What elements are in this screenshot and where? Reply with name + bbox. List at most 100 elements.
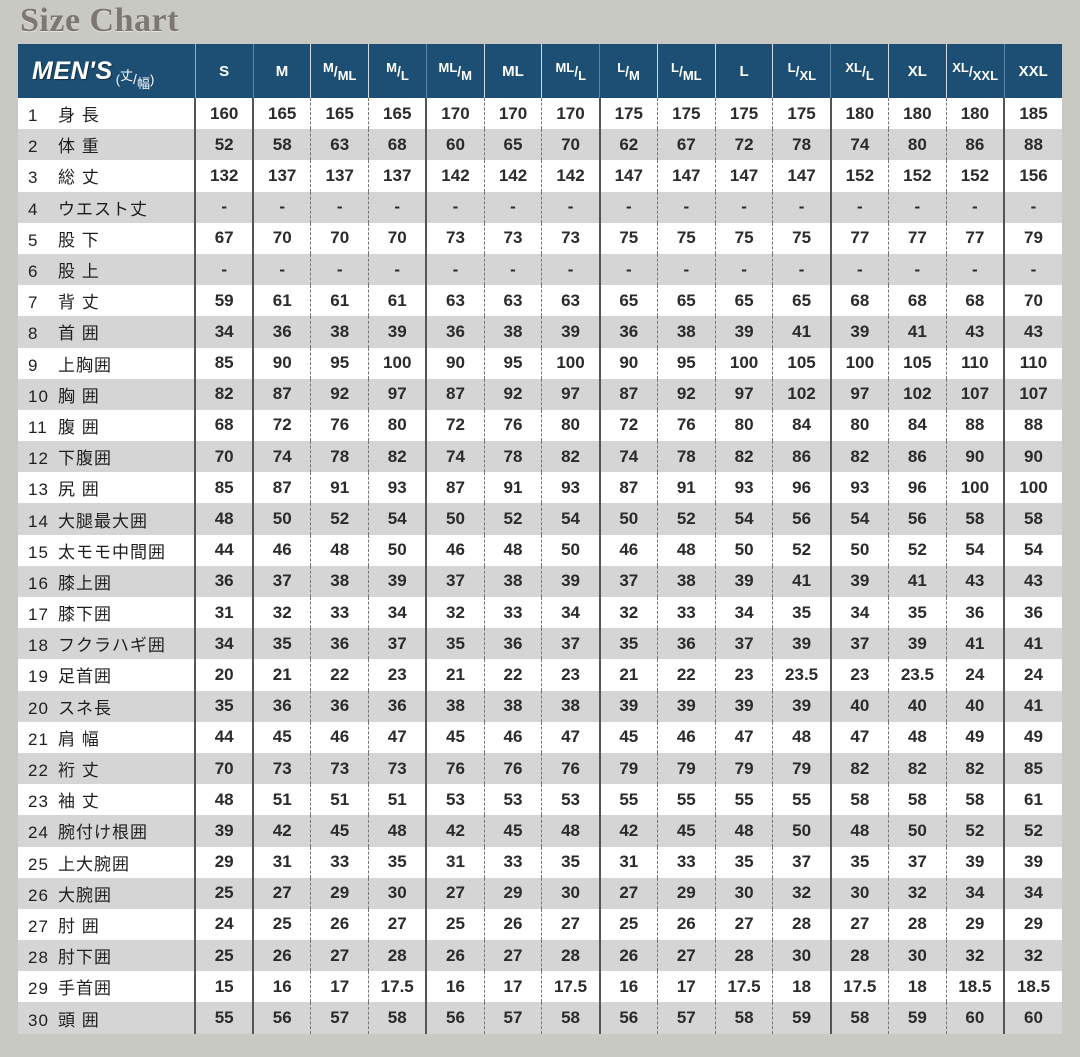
measurement-value: 48 [310,534,370,566]
measurement-value: 42 [426,815,485,847]
measurement-value: 53 [426,784,485,816]
measurement-value: 73 [541,222,601,254]
measurement-value: 63 [426,285,485,317]
measurement-value: 87 [426,378,485,410]
measurement-index: 6 [28,262,39,282]
header-size-xl-xxl: XL/XXL [946,44,1005,98]
measurement-value: - [599,253,658,286]
measurement-value: 100 [715,347,774,379]
measurement-name: ウエスト丈 [58,199,148,219]
measurement-value: 59 [772,1002,832,1034]
measurement-value: 52 [772,534,832,566]
measurement-value: 100 [541,347,601,379]
measurement-value: 80 [715,409,774,442]
measurement-name: 膝上囲 [58,573,112,593]
measurement-value: 52 [1004,815,1062,847]
measurement-value: 56 [253,1002,312,1034]
measurement-value: 78 [772,129,832,161]
table-row: 15 太モモ中間囲 44 46 48 50 46 48 50 46 48 50 52 50 52 54 54 [18,534,1062,566]
measurement-value: 65 [715,285,774,317]
measurement-name: 尻 囲 [58,480,100,500]
table-row: 21 肩 幅 44 45 46 47 45 46 47 45 46 47 48 47 48 49 49 [18,721,1062,753]
measurement-value: 82 [541,441,601,473]
measurement-value: 32 [946,940,1006,972]
header-size-m: M [253,44,312,98]
measurement-value: 75 [772,222,832,254]
measurement-value: 180 [888,98,947,130]
measurement-value: 24 [946,659,1006,691]
measurement-value: 58 [1004,503,1062,535]
measurement-index: 26 [28,885,49,905]
measurement-value: - [946,253,1006,286]
measurement-value: 34 [195,628,255,660]
table-header: MEN'S (丈/幅) S M M/ML M/L ML/M ML ML/L L/M L/ML L L/… [18,44,1062,98]
table-row: 25 上大腕囲 29 31 33 35 31 33 35 31 33 35 37 35 37 39 39 [18,846,1062,878]
measurement-value: 90 [946,441,1006,473]
measurement-value: 97 [715,378,774,410]
measurement-value: 72 [426,409,485,442]
measurement-value: 52 [484,503,543,535]
measurement-value: 47 [541,721,601,753]
measurement-value: 54 [541,503,601,535]
measurement-value: 39 [772,690,832,722]
measurement-value: 180 [946,98,1006,130]
measurement-name: 股 下 [58,230,100,250]
measurement-value: 28 [715,940,774,972]
measurement-value: 56 [888,503,947,535]
measurement-value: 36 [253,316,312,348]
measurement-value: 56 [599,1002,658,1034]
measurement-value: 68 [946,285,1006,317]
measurement-value: 33 [657,597,716,629]
measurement-value: 65 [772,285,832,317]
measurement-value: 39 [715,690,774,722]
table-row: 23 袖 丈 48 51 51 51 53 53 53 55 55 55 55 58 58 58 61 [18,784,1062,816]
measurement-value: 27 [599,877,658,909]
measurement-value: 32 [599,597,658,629]
measurement-value: 50 [253,503,312,535]
measurement-value: 17 [657,971,716,1003]
measurement-value: 170 [484,98,543,130]
table-row: 24 腕付け根囲 39 42 45 48 42 45 48 42 45 48 50 48 50 52 52 [18,815,1062,847]
measurement-label: 22 裄 丈 [18,752,197,785]
measurement-value: 37 [599,565,658,597]
measurement-value: 33 [484,597,543,629]
table-row: 11 腹 囲 68 72 76 80 72 76 80 72 76 80 84 80 84 88 88 [18,409,1062,442]
measurement-index: 7 [28,293,39,313]
measurement-value: 57 [310,1002,370,1034]
measurement-value: 90 [1004,441,1062,473]
measurement-value: 27 [484,940,543,972]
measurement-index: 28 [28,948,49,968]
size-numerator: M [386,59,397,75]
measurement-value: 77 [888,222,947,254]
measurement-value: 76 [484,752,543,785]
measurement-value: 87 [599,472,658,504]
measurement-name: 大腕囲 [58,885,112,905]
measurement-value: 48 [657,534,716,566]
table-row: 26 大腕囲 25 27 29 30 27 29 30 27 29 30 32 30 32 34 34 [18,877,1062,909]
measurement-value: 76 [426,752,485,785]
measurement-value: 23.5 [888,659,947,691]
measurement-value: 23 [715,659,774,691]
measurement-value: 100 [1004,472,1062,504]
measurement-value: 78 [657,441,716,473]
measurement-index: 19 [28,667,49,687]
measurement-value: 26 [657,908,716,941]
measurement-value: - [888,253,947,286]
measurement-value: 91 [310,472,370,504]
measurement-value: 21 [253,659,312,691]
measurement-value: 39 [1004,846,1062,878]
measurement-value: 152 [946,160,1006,192]
header-size-xl: XL [888,44,947,98]
measurement-value: 132 [195,160,255,192]
measurement-value: 84 [888,409,947,442]
measurement-value: 35 [426,628,485,660]
measurement-value: 48 [195,503,255,535]
measurement-value: 37 [541,628,601,660]
measurement-index: 15 [28,542,49,562]
measurement-label: 26 大腕囲 [18,877,197,909]
measurement-value: 38 [484,565,543,597]
measurement-value: 32 [253,597,312,629]
measurement-value: 51 [253,784,312,816]
